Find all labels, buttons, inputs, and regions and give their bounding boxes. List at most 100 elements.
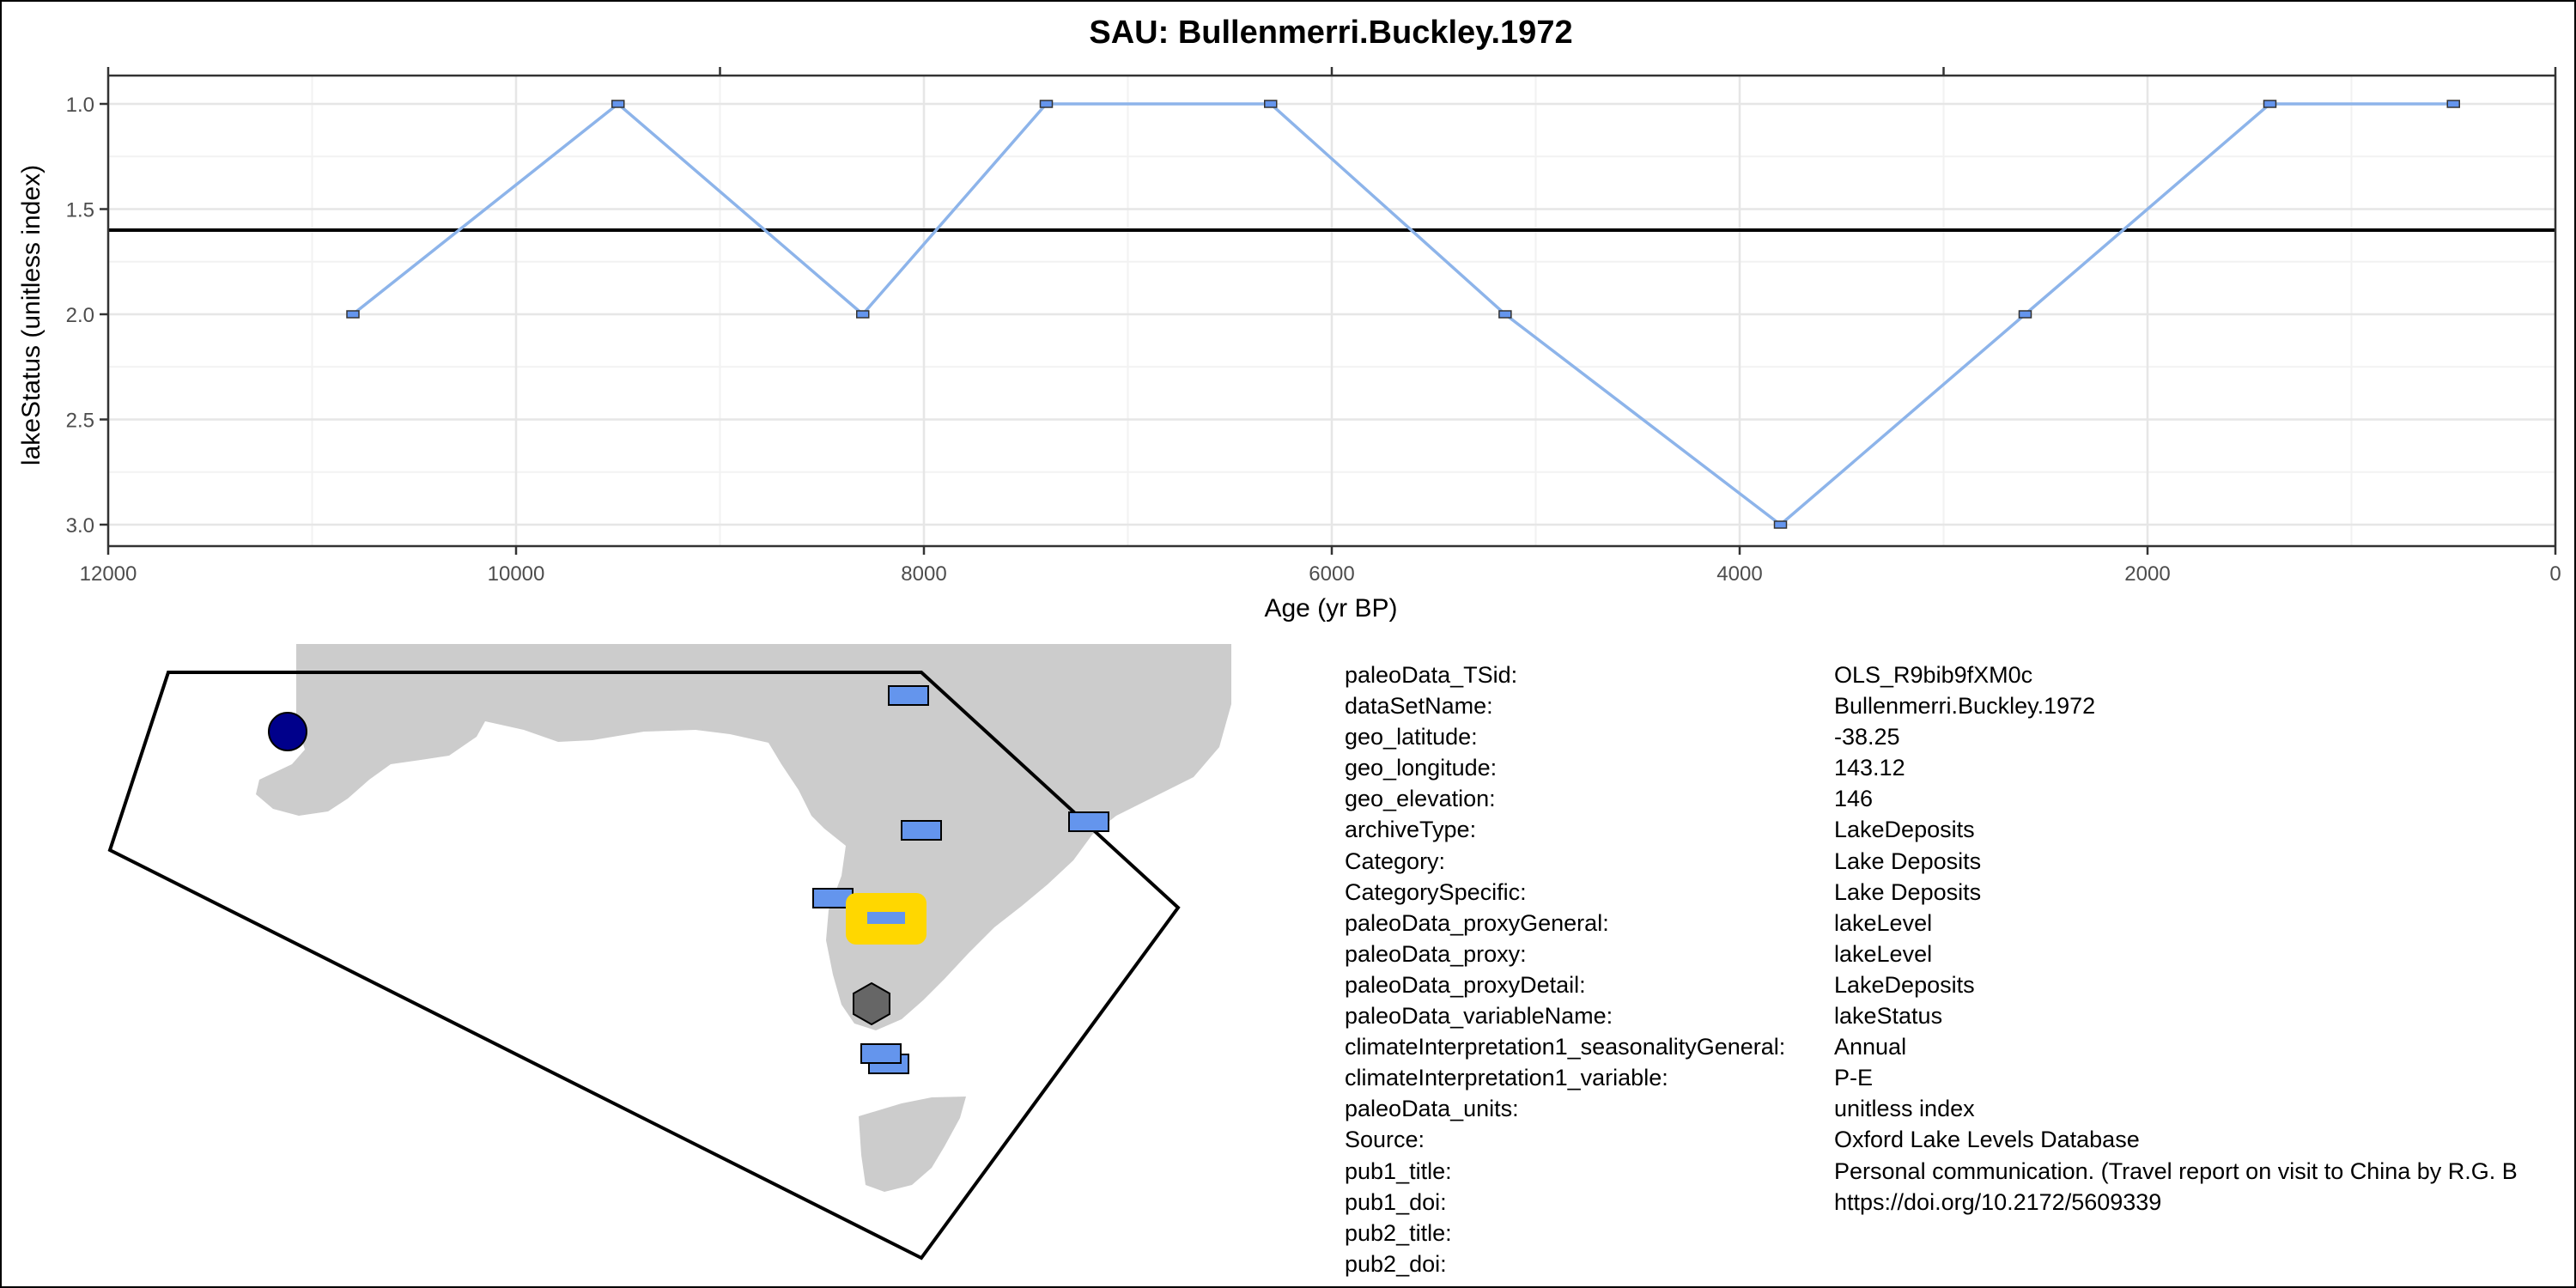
metadata-key: climateInterpretation1_variable: — [1345, 1065, 1668, 1091]
metadata-value: lakeLevel — [1834, 909, 1933, 936]
metadata-row: paleoData_proxyDetail: LakeDeposits — [1345, 969, 2518, 1000]
series-layer — [346, 100, 2460, 529]
metadata-row: pub2_title: — [1345, 1218, 2518, 1249]
metadata-row: pub1_doi: https://doi.org/10.2172/5609339 — [1345, 1187, 2518, 1218]
data-point — [856, 310, 870, 319]
metadata-value: Lake Deposits — [1834, 848, 1982, 874]
data-point — [1773, 520, 1788, 529]
metadata-row: Source: Oxford Lake Levels Database — [1345, 1124, 2518, 1155]
metadata-key: dataSetName: — [1345, 693, 1493, 720]
metadata-value: 143.12 — [1834, 755, 1905, 781]
metadata-key: pub1_title: — [1345, 1157, 1452, 1184]
axes: 12000 10000 8000 6000 4000 2000 0 1.0 1.5 2.0 2.5 3… — [66, 67, 2561, 586]
metadata-row: pub2_doi: — [1345, 1249, 2518, 1279]
metadata-value: 146 — [1834, 786, 1874, 812]
metadata-row: paleoData_units: unitless index — [1345, 1093, 2518, 1124]
data-point — [346, 310, 360, 319]
metadata-row: Category: Lake Deposits — [1345, 846, 2518, 877]
metadata-row: paleoData_proxyGeneral: lakeLevel — [1345, 908, 2518, 939]
metadata-row: climateInterpretation1_seasonalityGenera… — [1345, 1031, 2518, 1062]
data-point — [611, 100, 625, 108]
x-tick-label: 4000 — [1716, 562, 1762, 586]
x-tick-label: 2000 — [2124, 562, 2170, 586]
hexagon-site-marker — [853, 981, 890, 1026]
metadata-row: paleoData_variableName: lakeStatus — [1345, 1000, 2518, 1031]
metadata-value: Oxford Lake Levels Database — [1834, 1127, 2140, 1153]
metadata-value — [1834, 1249, 2518, 1279]
metadata-key: CategorySpecific: — [1345, 878, 1527, 905]
metadata-key: geo_latitude: — [1345, 724, 1478, 750]
metadata-value: -38.25 — [1834, 724, 1900, 750]
site-marker — [860, 1043, 902, 1064]
metadata-row: dataSetName: Bullenmerri.Buckley.1972 — [1345, 690, 2518, 721]
site-marker — [888, 685, 929, 706]
metadata-value — [1834, 1218, 2518, 1249]
site-marker — [1068, 811, 1109, 832]
metadata-row: pub1_title: Personal communication. (Trav… — [1345, 1156, 2518, 1187]
metadata-value: OLS_R9bib9fXM0c — [1834, 662, 2033, 688]
metadata-row: climateInterpretation1_variable: P-E — [1345, 1062, 2518, 1093]
x-tick-label: 0 — [2549, 562, 2561, 586]
metadata-key: climateInterpretation1_seasonalityGenera… — [1345, 1034, 1786, 1060]
metadata-row: archiveType: LakeDeposits — [1345, 814, 2518, 845]
metadata-table: paleoData_TSid: OLS_R9bib9fXM0c dataSetNam… — [1345, 659, 2518, 1279]
metadata-key: paleoData_proxyDetail: — [1345, 971, 1586, 998]
series-line — [351, 101, 2454, 527]
y-axis-label: lakeStatus (unitless index) — [17, 165, 46, 465]
metadata-key: Source: — [1345, 1127, 1425, 1153]
y-tick-label: 1.0 — [66, 94, 94, 117]
chart-title: SAU: Bullenmerri.Buckley.1972 — [1089, 15, 1572, 51]
metadata-key: geo_elevation: — [1345, 786, 1496, 812]
y-tick-label: 2.5 — [66, 410, 94, 433]
metadata-row: geo_longitude: 143.12 — [1345, 752, 2518, 783]
y-tick-label: 1.5 — [66, 199, 94, 222]
metadata-value: unitless index — [1834, 1096, 1975, 1122]
region-boundary — [107, 671, 1181, 1261]
data-point — [1264, 100, 1278, 108]
x-tick-label: 6000 — [1309, 562, 1354, 586]
metadata-key: paleoData_variableName: — [1345, 1003, 1613, 1030]
data-point — [1039, 100, 1054, 108]
metadata-row: geo_latitude: -38.25 — [1345, 721, 2518, 752]
metadata-row: paleoData_proxy: lakeLevel — [1345, 939, 2518, 969]
lake-status-chart: SAU: Bullenmerri.Buckley.1972 12000 10000… — [17, 15, 2561, 623]
metadata-row: paleoData_TSid: OLS_R9bib9fXM0c — [1345, 659, 2518, 690]
metadata-value: lakeStatus — [1834, 1003, 1943, 1030]
metadata-key: pub2_title: — [1345, 1219, 1452, 1246]
metadata-key: pub2_doi: — [1345, 1250, 1447, 1277]
metadata-value: Annual — [1834, 1034, 1907, 1060]
metadata-key: pub1_doi: — [1345, 1188, 1447, 1215]
data-point — [1498, 310, 1512, 319]
metadata-key: paleoData_TSid: — [1345, 662, 1518, 688]
site-marker — [901, 820, 942, 841]
y-tick-label: 2.0 — [66, 304, 94, 327]
metadata-value: lakeLevel — [1834, 940, 1933, 967]
x-axis-label: Age (yr BP) — [1264, 594, 1397, 623]
metadata-key: geo_longitude: — [1345, 755, 1498, 781]
y-tick-label: 3.0 — [66, 514, 94, 538]
x-tick-label: 12000 — [80, 562, 137, 586]
metadata-key: Category: — [1345, 848, 1446, 874]
metadata-value: LakeDeposits — [1834, 817, 1975, 843]
metadata-key: paleoData_proxy: — [1345, 940, 1527, 967]
metadata-value: Personal communication. (Travel report o… — [1834, 1157, 2518, 1184]
metadata-key: archiveType: — [1345, 817, 1477, 843]
site-map — [107, 644, 1231, 1261]
metadata-value: Lake Deposits — [1834, 878, 1982, 905]
data-point — [2446, 100, 2460, 108]
metadata-key: paleoData_proxyGeneral: — [1345, 909, 1609, 936]
selected-site-marker — [867, 912, 905, 924]
metadata-key: paleoData_units: — [1345, 1096, 1519, 1122]
land-mass — [256, 644, 1231, 1030]
metadata-row: geo_elevation: 146 — [1345, 783, 2518, 814]
data-point — [2263, 100, 2277, 108]
metadata-value: LakeDeposits — [1834, 971, 1975, 998]
metadata-row: CategorySpecific: Lake Deposits — [1345, 877, 2518, 908]
metadata-value: P-E — [1834, 1065, 1874, 1091]
island-land — [859, 1097, 966, 1192]
x-tick-label: 8000 — [901, 562, 946, 586]
grid-lines — [106, 76, 2557, 546]
data-point — [2018, 310, 2032, 319]
metadata-value: Bullenmerri.Buckley.1972 — [1834, 693, 2096, 720]
